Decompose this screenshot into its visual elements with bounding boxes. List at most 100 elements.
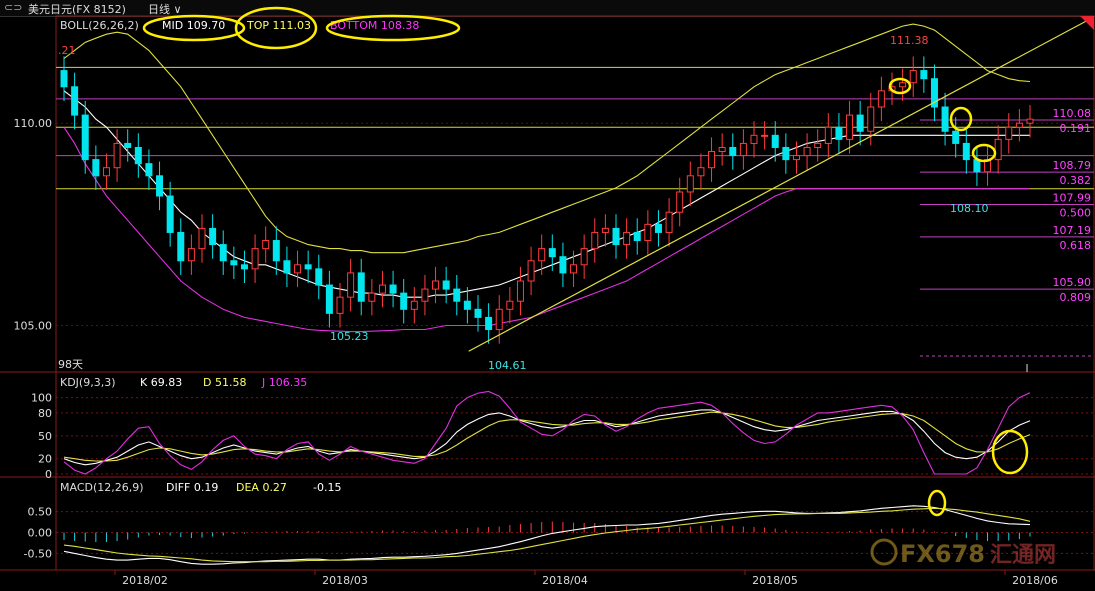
candle-body-37 — [453, 288, 461, 302]
candle-body-58 — [676, 191, 684, 213]
x-tick-label-2: 2018/04 — [542, 574, 588, 587]
price-annotation-1: 105.23 — [330, 330, 369, 343]
candle-body-54 — [633, 231, 641, 242]
candle-body-13 — [198, 227, 206, 250]
macd-value-label: -0.15 — [313, 481, 341, 494]
candle-body-79 — [899, 82, 907, 88]
fib-price-label-2: 107.99 — [1053, 192, 1092, 205]
candle-body-51 — [601, 227, 609, 233]
candle-body-60 — [697, 167, 705, 177]
kdj-tick-label-2: 50 — [38, 430, 52, 443]
period-selector[interactable]: 日线 ∨ — [148, 1, 182, 17]
candle-body-80 — [909, 70, 917, 84]
fib-ratio-label-2: 0.500 — [1060, 207, 1092, 220]
candle-body-20 — [272, 240, 280, 262]
macd-indicator-label[interactable]: MACD(12,26,9) — [60, 481, 144, 494]
ellipse-2 — [949, 106, 973, 132]
fib-price-label-4: 105.90 — [1053, 276, 1092, 289]
candle-body-69 — [792, 155, 800, 161]
boll-upper-line — [63, 23, 1031, 254]
candle-body-26 — [336, 296, 344, 314]
svg-text:汇通网: 汇通网 — [990, 543, 1056, 568]
candle-body-30 — [378, 284, 386, 294]
candle-body-22 — [294, 264, 302, 274]
kdj-d-line — [63, 411, 1031, 462]
macd-gridlines: 0.50 0.00 -0.50 — [24, 506, 1094, 560]
candle-body-81 — [920, 70, 928, 80]
candle-body-90 — [1015, 122, 1023, 128]
candle-body-41 — [495, 308, 503, 331]
candle-body-5 — [113, 142, 121, 169]
candle-body-63 — [729, 146, 737, 157]
candle-body-64 — [739, 142, 747, 157]
trendline — [468, 17, 1093, 352]
candle-body-74 — [846, 114, 854, 140]
svg-text:FX678: FX678 — [900, 540, 985, 568]
ellipse-1 — [888, 77, 912, 95]
kdj-lines — [63, 390, 1031, 475]
candle-body-18 — [251, 248, 259, 270]
candle-body-10 — [166, 195, 174, 233]
candle-body-76 — [867, 106, 875, 132]
fib-price-label-0: 110.08 — [1053, 107, 1092, 120]
ellipse-3 — [971, 143, 997, 163]
candle-body-75 — [856, 114, 864, 132]
kdj-k-label: K 69.83 — [140, 376, 182, 389]
symbol-name[interactable]: 美元日元(FX 8152) — [28, 3, 126, 16]
kdj-j-label: J 106.35 — [261, 376, 307, 389]
macd-dea-line — [63, 507, 1031, 563]
candle-body-15 — [219, 244, 227, 262]
macd-ellipse — [927, 489, 947, 517]
candle-body-38 — [463, 300, 471, 310]
boll-indicator-label[interactable]: BOLL(26,26,2) — [60, 19, 139, 32]
candle-body-52 — [612, 227, 620, 246]
x-tick-label-3: 2018/05 — [752, 574, 798, 587]
candle-body-25 — [325, 284, 333, 314]
kdj-indicator-label[interactable]: KDJ(9,3,3) — [60, 376, 116, 389]
bottom-ellipse — [325, 14, 461, 42]
kdj-tick-label-0: 100 — [31, 392, 52, 405]
macd-histogram — [63, 521, 1031, 543]
x-axis: 2018/02 2018/03 2018/04 2018/05 2018/06 — [114, 570, 1058, 587]
candle-body-88 — [994, 138, 1002, 161]
boll-lower-line — [63, 126, 1030, 333]
candle-body-39 — [474, 308, 482, 318]
fib-ratio-label-4: 0.809 — [1060, 291, 1092, 304]
candle-body-49 — [580, 248, 588, 266]
corner-marker-icon — [1080, 16, 1094, 30]
price-annotation-2: 104.61 — [488, 359, 527, 372]
price-annotation-3: 111.38 — [890, 34, 929, 47]
candle-body-0 — [60, 70, 68, 88]
candle-body-1 — [71, 86, 79, 116]
candle-body-28 — [357, 272, 365, 302]
candle-body-33 — [410, 300, 418, 310]
candle-body-24 — [315, 268, 323, 286]
period-count-label: 98天 — [58, 358, 83, 371]
kdj-d-label: D 51.58 — [203, 376, 246, 389]
candle-body-59 — [686, 175, 694, 193]
candle-body-2 — [81, 114, 89, 161]
candle-body-16 — [230, 260, 238, 266]
annotation-ellipses — [142, 6, 1029, 517]
y-tick-label-1: 105.00 — [14, 319, 53, 332]
candle-body-73 — [835, 126, 843, 140]
fib-price-label-1: 108.79 — [1053, 159, 1092, 172]
candle-body-56 — [654, 223, 662, 233]
x-tick-label-1: 2018/03 — [322, 574, 368, 587]
fib-ratio-label-3: 0.618 — [1060, 239, 1092, 252]
candle-body-53 — [623, 231, 631, 246]
macd-tick-label-1: 0.00 — [28, 527, 53, 540]
candle-body-89 — [1005, 126, 1013, 140]
candle-body-8 — [145, 163, 153, 177]
candle-body-46 — [548, 248, 556, 258]
candle-body-4 — [102, 167, 110, 177]
candle-body-50 — [591, 231, 599, 250]
fib-levels: 110.08 0.191 108.79 0.382 107.99 0.500 107.19 0… — [920, 107, 1094, 357]
boll-bands — [63, 23, 1031, 333]
link-icon[interactable]: ⊂⊃ — [4, 1, 23, 14]
horizontal-lines — [56, 66, 1094, 190]
candle-body-43 — [516, 280, 524, 302]
candle-body-36 — [442, 280, 450, 290]
candle-body-57 — [665, 211, 673, 233]
